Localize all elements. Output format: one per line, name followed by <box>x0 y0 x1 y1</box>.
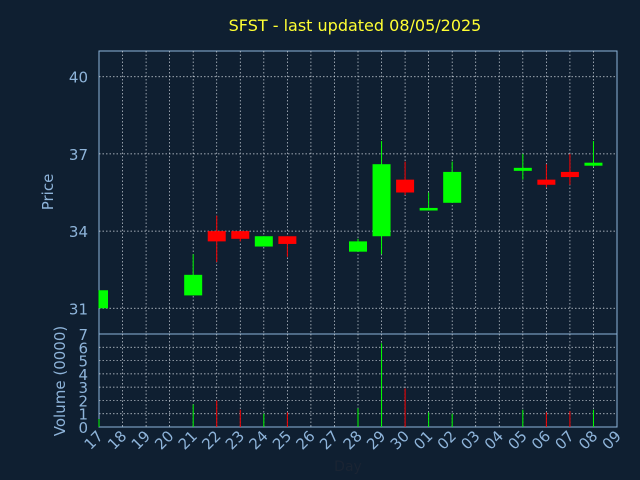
x-tick: 03 <box>457 427 483 453</box>
candle-body <box>349 241 367 252</box>
x-tick: 01 <box>410 427 436 453</box>
candle-body <box>537 179 556 185</box>
candle-body <box>396 179 415 193</box>
x-tick: 02 <box>434 427 460 453</box>
x-tick-labels: 1718192021222324252627282930010203040506… <box>81 427 625 453</box>
volume-y-tick: 5 <box>78 353 88 371</box>
volume-y-tick: 2 <box>78 392 88 410</box>
x-axis-label: Day <box>334 459 362 475</box>
candle-body <box>278 236 297 244</box>
price-axis-label: Price <box>39 174 57 211</box>
price-y-tick: 40 <box>69 69 88 87</box>
x-tick: 05 <box>504 427 530 453</box>
volume-y-tick: 7 <box>78 326 88 344</box>
x-tick: 27 <box>316 427 342 453</box>
price-y-tick: 34 <box>69 223 88 241</box>
candle-body <box>584 162 603 166</box>
x-tick: 04 <box>481 427 507 453</box>
price-y-tick: 31 <box>69 300 88 318</box>
volume-y-tick: 3 <box>78 379 88 397</box>
x-tick: 30 <box>387 427 413 453</box>
volume-y-tick: 4 <box>78 366 88 384</box>
x-tick: 22 <box>198 427 224 453</box>
x-tick: 25 <box>269 427 295 453</box>
x-tick: 18 <box>104 427 130 453</box>
candle-body <box>231 231 250 239</box>
candle-body <box>443 171 462 203</box>
x-tick: 19 <box>128 427 154 453</box>
candle-body <box>513 167 532 171</box>
volume-y-tick: 1 <box>78 406 88 424</box>
chart-title: SFST - last updated 08/05/2025 <box>229 16 482 35</box>
candle-body <box>372 164 391 237</box>
x-tick: 24 <box>245 427 271 453</box>
x-tick: 07 <box>552 427 578 453</box>
price-candles <box>98 141 603 309</box>
x-tick: 20 <box>151 427 177 453</box>
candle-body <box>254 236 273 247</box>
candle-body <box>184 274 203 296</box>
candle-body <box>560 171 579 178</box>
price-y-tick-labels: 31 34 37 40 <box>69 69 88 319</box>
price-gridlines <box>99 51 617 334</box>
x-tick: 26 <box>293 427 319 453</box>
volume-bars <box>98 343 594 427</box>
candle-body <box>99 290 108 309</box>
x-tick: 08 <box>575 427 601 453</box>
x-tick: 09 <box>599 427 625 453</box>
volume-axis-label: Volume (0000) <box>51 326 69 436</box>
price-y-tick: 37 <box>69 146 88 164</box>
x-tick: 29 <box>363 427 389 453</box>
x-tick: 06 <box>528 427 554 453</box>
volume-y-tick: 0 <box>78 419 88 437</box>
volume-y-tick: 6 <box>78 339 88 357</box>
candle-body <box>207 231 226 242</box>
x-tick: 21 <box>175 427 201 453</box>
x-tick: 23 <box>222 427 248 453</box>
candle-body <box>419 207 438 211</box>
x-tick: 28 <box>340 427 366 453</box>
